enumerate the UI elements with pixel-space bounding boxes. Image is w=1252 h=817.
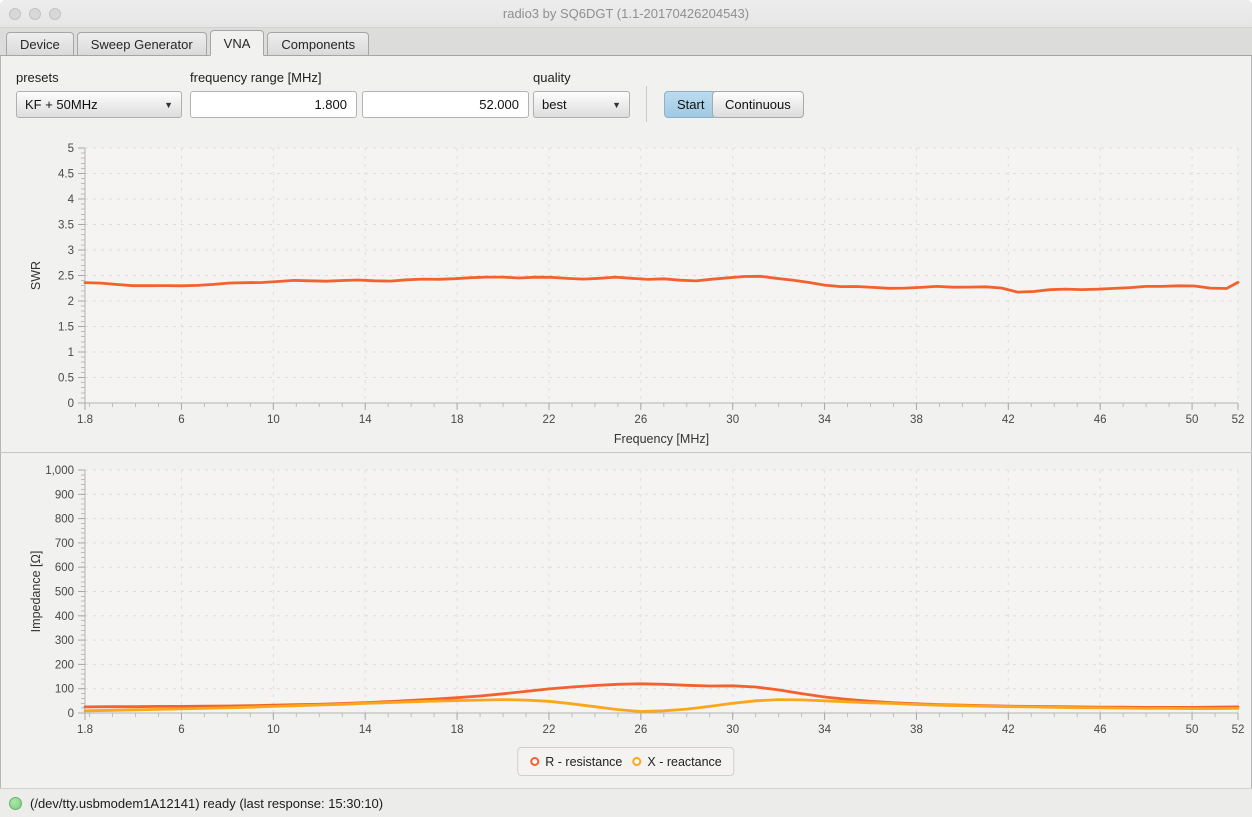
svg-text:Impedance [Ω]: Impedance [Ω]: [29, 551, 43, 633]
svg-text:6: 6: [178, 724, 184, 736]
svg-text:50: 50: [1186, 414, 1199, 426]
svg-text:1.5: 1.5: [58, 322, 74, 334]
connection-status-icon: [9, 796, 22, 810]
tab-bar: Device Sweep Generator VNA Components: [0, 28, 1252, 56]
start-button[interactable]: Start: [664, 91, 718, 118]
title-bar: radio3 by SQ6DGT (1.1-20170426204543): [0, 0, 1252, 28]
svg-text:100: 100: [55, 684, 74, 696]
svg-text:18: 18: [451, 414, 464, 426]
svg-text:6: 6: [178, 414, 184, 426]
svg-text:38: 38: [910, 724, 923, 736]
chevron-down-icon: ▼: [612, 99, 621, 110]
impedance-chart: 1.8 6 10 14 18 22 26 30 34 38 42 46 50 52 0 100 200 300 40…: [0, 455, 1252, 745]
svg-text:46: 46: [1094, 414, 1107, 426]
presets-dropdown[interactable]: KF + 50MHz ▼: [16, 91, 182, 118]
svg-text:500: 500: [55, 587, 74, 599]
svg-text:50: 50: [1186, 724, 1199, 736]
svg-text:2.5: 2.5: [58, 271, 74, 283]
vna-toolbar: presets KF + 50MHz ▼ frequency range [MH…: [0, 56, 1252, 140]
window-title: radio3 by SQ6DGT (1.1-20170426204543): [502, 6, 750, 21]
svg-text:14: 14: [359, 414, 372, 426]
resistance-series-icon: [530, 757, 540, 766]
quality-label: quality: [533, 70, 571, 85]
chevron-down-icon: ▼: [164, 99, 173, 110]
close-window-icon[interactable]: [9, 8, 21, 20]
svg-text:30: 30: [726, 414, 739, 426]
svg-text:700: 700: [55, 538, 74, 550]
svg-text:300: 300: [55, 635, 74, 647]
svg-text:0: 0: [68, 708, 74, 720]
svg-text:4: 4: [68, 194, 75, 206]
svg-text:1.8: 1.8: [77, 414, 93, 426]
svg-text:52: 52: [1232, 724, 1245, 736]
svg-text:Frequency [MHz]: Frequency [MHz]: [614, 432, 709, 446]
svg-text:22: 22: [543, 724, 556, 736]
status-text: (/dev/tty.usbmodem1A12141) ready (last r…: [30, 795, 384, 811]
tab-device[interactable]: Device: [6, 32, 74, 56]
svg-text:18: 18: [451, 724, 464, 736]
presets-label: presets: [16, 70, 59, 85]
svg-text:42: 42: [1002, 414, 1015, 426]
status-bar: (/dev/tty.usbmodem1A12141) ready (last r…: [0, 788, 1252, 817]
impedance-chart-canvas: 1.8 6 10 14 18 22 26 30 34 38 42 46 50 52 0 100 200 300 40…: [29, 465, 1245, 736]
svg-text:42: 42: [1002, 724, 1015, 736]
svg-text:400: 400: [55, 611, 74, 623]
svg-text:3.5: 3.5: [58, 220, 74, 232]
svg-text:SWR: SWR: [29, 261, 43, 290]
svg-text:0: 0: [68, 398, 74, 410]
swr-chart-canvas: 1.8 6 10 14 18 22 26 30 34 38 42 46 50 5200.511.522.5…: [29, 143, 1245, 446]
frequency-range-label: frequency range [MHz]: [190, 70, 322, 85]
svg-text:2: 2: [68, 296, 74, 308]
svg-text:0.5: 0.5: [58, 373, 74, 385]
reactance-series-icon: [632, 757, 642, 766]
svg-text:5: 5: [68, 143, 74, 155]
reactance-legend-label: X - reactance: [647, 754, 722, 769]
svg-text:22: 22: [543, 414, 556, 426]
svg-text:34: 34: [818, 724, 831, 736]
zoom-window-icon[interactable]: [49, 8, 61, 20]
svg-text:30: 30: [726, 724, 739, 736]
frequency-start-input[interactable]: [190, 91, 357, 118]
legend-item-resistance: R - resistance: [530, 755, 622, 769]
legend-item-reactance: X - reactance: [632, 754, 722, 769]
svg-text:26: 26: [634, 724, 647, 736]
svg-text:10: 10: [267, 724, 280, 736]
continuous-button[interactable]: Continuous: [712, 91, 804, 118]
svg-text:1,000: 1,000: [45, 465, 74, 477]
resistance-legend-label: R - resistance: [545, 754, 623, 769]
svg-text:600: 600: [55, 562, 74, 574]
svg-text:900: 900: [55, 489, 74, 501]
svg-text:26: 26: [634, 414, 647, 426]
frequency-end-input[interactable]: [362, 91, 529, 118]
svg-text:4.5: 4.5: [58, 169, 74, 181]
svg-text:34: 34: [818, 414, 831, 426]
tab-components[interactable]: Components: [267, 32, 370, 56]
swr-chart: 1.8 6 10 14 18 22 26 30 34 38 42 46 50 52 0 0.5 1 1.5 2 2.5…: [0, 140, 1252, 450]
minimize-window-icon[interactable]: [29, 8, 41, 20]
svg-text:1: 1: [68, 347, 74, 359]
svg-text:52: 52: [1232, 414, 1245, 426]
traffic-lights[interactable]: [9, 8, 61, 20]
chart-divider: [0, 452, 1252, 453]
svg-text:200: 200: [55, 659, 74, 671]
svg-text:10: 10: [267, 414, 280, 426]
svg-text:3: 3: [68, 245, 74, 257]
quality-dropdown[interactable]: best ▼: [533, 91, 630, 118]
impedance-legend: R - resistance X - reactance: [517, 747, 735, 776]
toolbar-separator: [646, 86, 647, 122]
tab-sweep-generator[interactable]: Sweep Generator: [76, 32, 207, 56]
svg-text:800: 800: [55, 514, 74, 526]
svg-text:1.8: 1.8: [77, 724, 93, 736]
svg-text:46: 46: [1094, 724, 1107, 736]
svg-text:38: 38: [910, 414, 923, 426]
tab-vna[interactable]: VNA: [209, 30, 265, 56]
svg-text:14: 14: [359, 724, 372, 736]
